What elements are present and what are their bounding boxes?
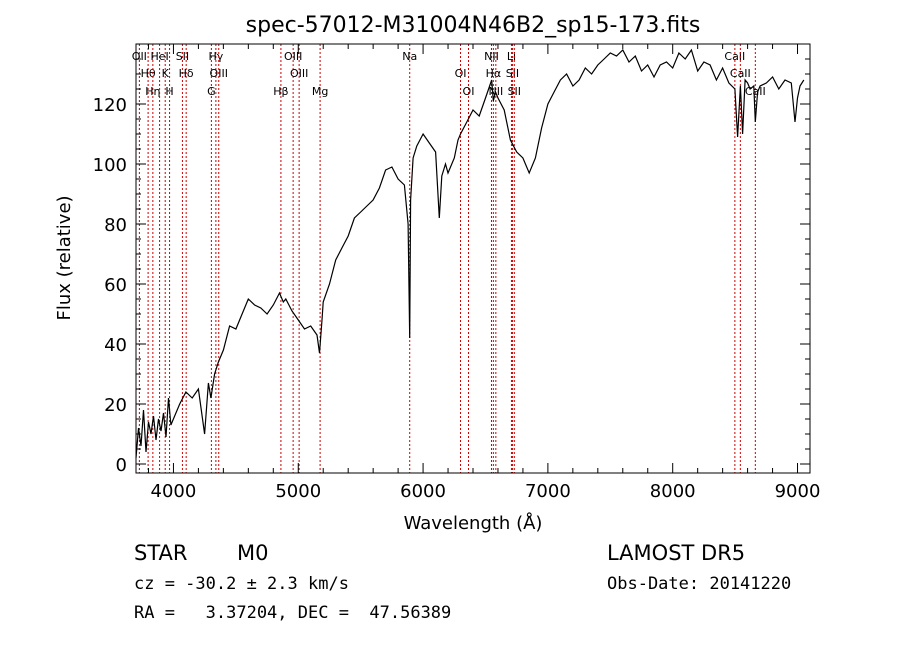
spectral-line-label: K (162, 67, 170, 80)
spectral-line-label: SII (506, 67, 519, 80)
y-tick-label: 100 (93, 155, 127, 176)
x-axis: 4000 5000 6000 7000 8000 9000 (147, 44, 821, 502)
coordinates: RA = 3.37204, DEC = 47.56389 (134, 603, 452, 623)
spectral-line-label: CaII (724, 50, 745, 63)
spectral-line-label: OII (132, 50, 147, 63)
spectral-line-label: CaII (745, 85, 766, 98)
y-axis-label: Flux (relative) (54, 195, 75, 320)
spectral-line-label: Li (507, 50, 516, 63)
x-tick-label: 4000 (151, 481, 197, 502)
y-tick-label: 80 (104, 215, 127, 236)
y-tick-label: 20 (104, 395, 127, 416)
x-tick-label: 7000 (525, 481, 571, 502)
spectral-line-label: OIII (210, 67, 228, 80)
y-tick-label: 40 (104, 335, 127, 356)
x-tick-label: 8000 (650, 481, 696, 502)
spectral-line-label: OIII (284, 50, 302, 63)
obs-date: Obs-Date: 20141220 (607, 574, 792, 594)
x-axis-label: Wavelength (Å) (404, 512, 543, 534)
spectral-line-label: SII (176, 50, 189, 63)
class-label: STAR (134, 541, 188, 565)
y-tick-label: 60 (104, 275, 127, 296)
survey-label: LAMOST DR5 (607, 541, 746, 565)
y-axis: 0 20 40 60 80 100 120 (93, 43, 810, 476)
plot-frame (135, 43, 811, 474)
spectral-line-label: OI (455, 67, 467, 80)
y-tick-label: 120 (93, 95, 127, 116)
y-tick-label: 0 (116, 455, 127, 476)
spectral-line-label: NII (484, 50, 499, 63)
spectral-line-label: OIII (290, 67, 308, 80)
spectral-line-label: H (165, 85, 173, 98)
spectral-line-label: Hα (486, 67, 502, 80)
spectral-line-label: HeI (150, 50, 168, 63)
redshift-value: cz = -30.2 ± 2.3 km/s (134, 574, 349, 594)
spectral-line-label: Hβ (273, 85, 288, 98)
spectral-line-markers: OIIHθHηHeIKHSIIHδGHγOIIIHβOIIIOIIIMgNaOI… (132, 44, 766, 473)
x-tick-label: 9000 (775, 481, 821, 502)
spectral-line-label: Hδ (179, 67, 194, 80)
x-tick-label: 5000 (275, 481, 321, 502)
spectral-line-label: OI (463, 85, 475, 98)
spectral-line-label: Mg (312, 85, 328, 98)
spectrum-line (135, 48, 805, 459)
spectral-line-label: Hθ (141, 67, 156, 80)
spectral-line-label: Na (402, 50, 417, 63)
spectral-line-label: CaII (730, 67, 751, 80)
x-tick-label: 6000 (400, 481, 446, 502)
spectral-line-label: G (207, 85, 216, 98)
chart-title: spec-57012-M31004N46B2_sp15-173.fits (246, 13, 701, 38)
spectral-line-label: SII (508, 85, 521, 98)
spectral-line-label: Hγ (208, 50, 223, 63)
subclass-label: M0 (237, 541, 269, 565)
spectral-line-label: Hη (145, 85, 160, 98)
